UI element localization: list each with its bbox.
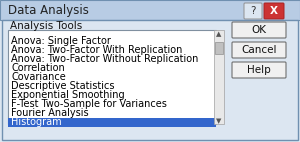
Bar <box>2 20 298 140</box>
Bar <box>8 30 216 124</box>
Text: Anova: Two-Factor Without Replication: Anova: Two-Factor Without Replication <box>11 54 198 64</box>
Text: OK: OK <box>251 25 266 35</box>
Text: ▲: ▲ <box>216 31 222 37</box>
Text: Anova: Two-Factor With Replication: Anova: Two-Factor With Replication <box>11 45 182 55</box>
Text: Correlation: Correlation <box>11 63 65 73</box>
Text: Covariance: Covariance <box>11 72 66 82</box>
FancyBboxPatch shape <box>264 3 284 19</box>
FancyBboxPatch shape <box>244 3 262 19</box>
Text: X: X <box>270 6 278 16</box>
FancyBboxPatch shape <box>232 62 286 78</box>
Text: Data Analysis: Data Analysis <box>8 4 89 16</box>
Text: F-Test Two-Sample for Variances: F-Test Two-Sample for Variances <box>11 99 167 109</box>
Text: Help: Help <box>247 65 271 75</box>
Text: Fourier Analysis: Fourier Analysis <box>11 108 88 118</box>
FancyBboxPatch shape <box>232 22 286 38</box>
Text: ?: ? <box>250 6 256 16</box>
Text: Cancel: Cancel <box>241 45 277 55</box>
Text: Histogram: Histogram <box>11 117 61 127</box>
Text: ▼: ▼ <box>216 118 222 124</box>
Bar <box>0 0 300 20</box>
Text: Anova: Single Factor: Anova: Single Factor <box>11 36 111 46</box>
Bar <box>8 117 216 127</box>
Bar <box>214 30 224 124</box>
Text: Analysis Tools: Analysis Tools <box>10 21 82 31</box>
Text: Exponential Smoothing: Exponential Smoothing <box>11 90 124 100</box>
Bar <box>215 42 223 54</box>
Text: Descriptive Statistics: Descriptive Statistics <box>11 81 115 91</box>
FancyBboxPatch shape <box>232 42 286 58</box>
